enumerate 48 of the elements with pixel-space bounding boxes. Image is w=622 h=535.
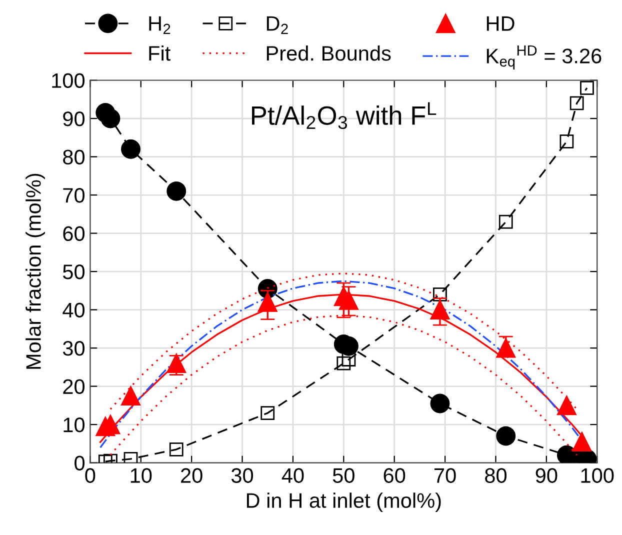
y-tick-label: 70	[63, 188, 85, 203]
point	[556, 396, 576, 416]
point	[433, 288, 447, 302]
y-tick-label: 80	[63, 150, 85, 165]
x-tick-label: 60	[384, 468, 406, 483]
legend-label: K$_{eq}$$^{HD}$ = 3.26	[486, 45, 602, 70]
y-tick-label: 10	[64, 418, 85, 432]
x-tick-label: 100	[581, 468, 614, 483]
point	[100, 108, 120, 128]
y-tick-label: 30	[62, 341, 85, 356]
text: Pt/Al$_{2}$O$_{3}$ with F$^{L}$	[252, 102, 436, 130]
x-tick-label: 10	[130, 468, 152, 483]
legend-label: HD	[486, 16, 514, 31]
legend-label: Fit	[149, 45, 171, 61]
x-tick-label: 80	[485, 468, 507, 483]
x-axis-title: D in H at inlet (mol%)	[246, 492, 441, 512]
point	[166, 181, 186, 201]
point	[560, 134, 574, 148]
point	[169, 442, 184, 456]
point	[342, 352, 356, 366]
point	[430, 394, 450, 414]
point	[498, 214, 513, 229]
point	[572, 432, 592, 452]
y-tick-label: 20	[63, 379, 85, 394]
point	[336, 356, 351, 370]
x-tick-label: 40	[282, 468, 304, 483]
legend-label: D$_{2}$	[266, 16, 288, 34]
y-tick-label: 90	[63, 112, 85, 126]
point	[121, 386, 140, 406]
legend-label: Pred. Bounds	[266, 45, 391, 61]
y-tick-label: 60	[63, 226, 85, 242]
x-tick-label: 20	[181, 468, 202, 483]
y-tick-label: 40	[62, 302, 85, 318]
point	[580, 80, 594, 95]
point	[496, 426, 516, 446]
point	[121, 139, 140, 159]
y-axis-title: Molar fraction (mol%)	[26, 174, 46, 369]
y-tick-label: 100	[52, 73, 85, 88]
x-tick-label: 90	[536, 468, 558, 483]
point	[570, 96, 584, 110]
y-tick-label: 0	[74, 456, 85, 471]
x-tick-label: 30	[231, 468, 254, 483]
point	[260, 406, 275, 420]
legend-label: H$_{2}$	[149, 16, 170, 34]
y-tick-label: 50	[62, 264, 85, 280]
x-tick-label: 0	[85, 468, 96, 483]
x-tick-label: 70	[434, 468, 456, 483]
x-tick-label: 50	[332, 468, 354, 483]
